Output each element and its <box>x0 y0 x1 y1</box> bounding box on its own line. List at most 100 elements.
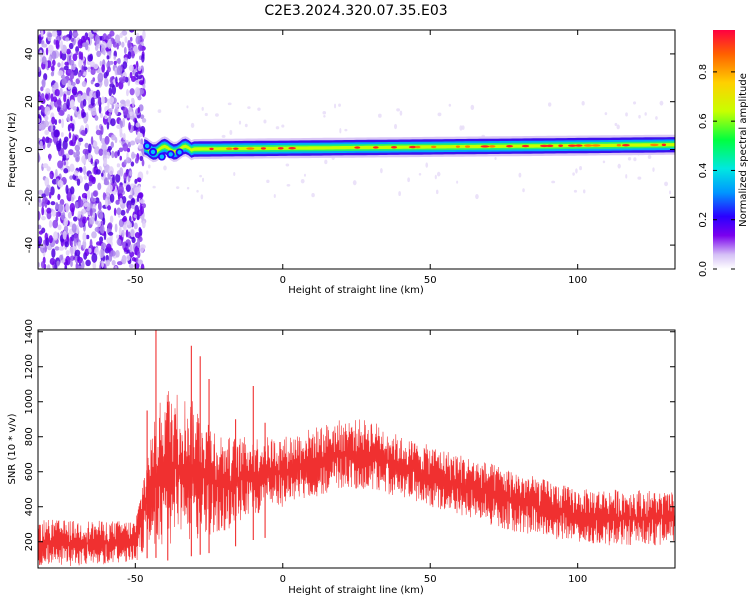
noise-speckle <box>53 82 58 90</box>
noise-speckle <box>77 210 82 219</box>
noise-speckle <box>83 175 88 180</box>
noise-speckle <box>85 111 89 122</box>
noise-speckle <box>616 124 620 130</box>
noise-speckle <box>63 93 67 103</box>
signal-hotspot <box>574 144 583 147</box>
noise-speckle <box>125 100 131 107</box>
noise-speckle <box>57 70 64 77</box>
noise-speckle <box>119 197 123 205</box>
noise-speckle <box>116 207 122 215</box>
noise-speckle <box>103 263 107 269</box>
noise-speckle <box>116 42 119 50</box>
noise-speckle <box>117 66 120 76</box>
noise-speckle <box>47 142 51 148</box>
noise-speckle <box>94 227 100 233</box>
noise-speckle <box>138 80 145 86</box>
noise-speckle <box>82 148 89 155</box>
noise-speckle <box>109 83 115 88</box>
noise-speckle <box>109 96 115 104</box>
noise-speckle <box>52 59 56 66</box>
noise-speckle <box>95 197 100 204</box>
colorbar-tick-label: 0.2 <box>698 212 709 228</box>
noise-speckle <box>399 110 403 116</box>
noise-speckle <box>74 249 81 257</box>
noise-speckle <box>60 132 64 138</box>
noise-speckle <box>60 210 66 221</box>
noise-speckle <box>394 123 398 130</box>
noise-speckle <box>48 235 53 244</box>
noise-speckle <box>86 95 90 101</box>
noise-speckle <box>46 264 51 269</box>
noise-speckle <box>115 173 121 183</box>
noise-speckle <box>380 167 383 174</box>
noise-speckle <box>94 145 100 155</box>
noise-speckle <box>190 122 195 128</box>
snr-frame <box>37 329 676 569</box>
noise-speckle <box>90 192 94 202</box>
signal-hotspot <box>260 147 266 150</box>
noise-speckle <box>339 128 342 134</box>
noise-speckle <box>85 234 90 240</box>
noise-speckle <box>38 189 44 196</box>
noise-speckle <box>129 30 135 33</box>
noise-speckle <box>109 215 114 224</box>
noise-speckle <box>128 263 134 269</box>
noise-speckle <box>475 193 479 200</box>
noise-speckle <box>38 66 41 73</box>
noise-speckle <box>77 39 84 49</box>
noise-speckle <box>77 265 82 269</box>
noise-speckle <box>70 186 75 195</box>
noise-speckle <box>61 52 67 61</box>
noise-speckle <box>84 127 88 135</box>
y-tick-label: 800 <box>24 427 35 446</box>
signal-hotspot <box>583 144 593 147</box>
noise-speckle <box>470 104 475 111</box>
noise-speckle <box>141 53 145 63</box>
noise-speckle <box>257 107 261 111</box>
noise-speckle <box>117 184 124 194</box>
noise-speckle <box>50 71 55 77</box>
noise-speckle <box>84 248 90 257</box>
noise-speckle <box>68 132 72 139</box>
noise-speckle <box>81 111 87 118</box>
noise-speckle <box>97 96 101 105</box>
noise-speckle <box>125 184 131 192</box>
noise-speckle <box>41 215 46 221</box>
signal-hotspot <box>455 145 460 148</box>
noise-speckle <box>142 84 146 89</box>
noise-speckle <box>88 143 92 154</box>
snr-series-line <box>38 391 675 567</box>
snr-panel: -50 0 50 100 200 400 600 800 1000 1200 1400 Heigh… <box>7 319 676 596</box>
noise-speckle <box>131 197 136 206</box>
x-tick-label: 100 <box>568 275 587 286</box>
noise-speckle <box>85 259 91 267</box>
noise-speckle <box>229 129 233 136</box>
noise-speckle <box>48 220 53 228</box>
noise-speckle <box>633 157 637 162</box>
noise-speckle <box>139 244 145 253</box>
noise-speckle <box>72 32 79 37</box>
noise-speckle <box>141 118 147 123</box>
noise-speckle <box>434 174 437 180</box>
noise-speckle <box>82 165 87 176</box>
noise-speckle <box>80 129 86 136</box>
noise-speckle <box>106 151 111 159</box>
noise-speckle <box>105 243 112 252</box>
noise-speckle <box>93 63 99 70</box>
noise-speckle <box>69 122 74 129</box>
noise-speckle <box>51 116 56 125</box>
noise-speckle <box>95 89 101 99</box>
noise-speckle <box>50 186 55 196</box>
noise-speckle <box>68 59 75 66</box>
noise-speckle <box>84 42 89 51</box>
noise-speckle <box>437 112 442 117</box>
noise-speckle <box>70 260 73 268</box>
noise-speckle <box>644 112 647 116</box>
noise-speckle <box>65 249 70 256</box>
noise-speckle <box>186 105 189 109</box>
noise-speckle <box>41 43 48 48</box>
noise-speckle <box>108 166 114 176</box>
noise-speckle <box>58 246 65 251</box>
noise-speckle <box>113 55 116 61</box>
noise-speckle <box>126 89 129 97</box>
